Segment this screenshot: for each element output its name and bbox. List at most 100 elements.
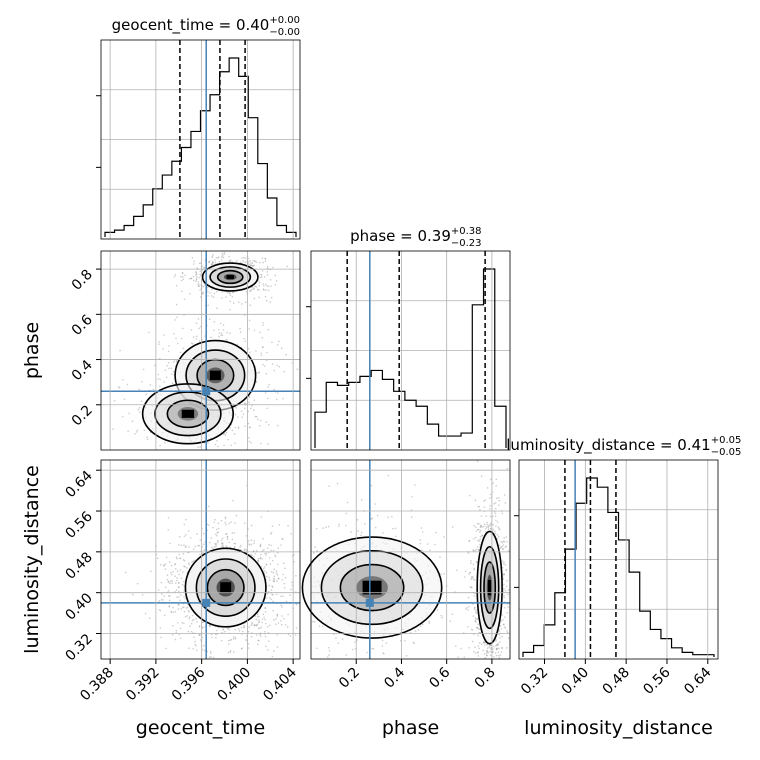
sample-point [265,552,268,555]
sample-point [443,536,445,538]
sample-point [350,531,352,533]
sample-point [421,531,424,533]
sample-point [294,634,297,636]
sample-point [471,629,474,631]
sample-point [128,412,130,415]
sample-point [249,264,252,267]
sample-point [157,589,160,591]
sample-point [391,515,393,518]
sample-point [276,574,279,576]
sample-point [269,563,272,565]
sample-point [506,630,508,632]
sample-point [152,388,155,391]
sample-point [273,578,276,580]
sample-point [263,565,266,568]
x-tick-label: 0.64 [681,664,714,697]
sample-point [478,647,480,650]
sample-point [182,278,185,281]
sample-point [175,582,177,584]
sample-point [191,257,194,259]
sample-point [224,517,227,520]
sample-point [122,378,124,381]
sample-point [506,612,509,614]
sample-point [257,639,260,642]
sample-point [274,283,276,286]
sample-point [228,628,230,631]
sample-point [251,404,253,407]
sample-point [474,619,477,621]
sample-point [142,368,145,371]
sample-point [499,637,501,639]
x-tick-label: 0.48 [600,665,633,698]
sample-point [144,612,147,615]
sample-point [229,332,231,335]
sample-point [198,634,200,636]
sample-point [485,526,488,528]
sample-point [254,552,257,555]
sample-point [473,567,475,570]
sample-point [162,348,165,350]
sample-point [265,645,267,647]
sample-point [245,549,248,551]
sample-point [465,608,467,610]
contour-line [184,547,267,628]
sample-point [271,341,273,344]
sample-point [218,332,221,334]
sample-point [471,640,474,643]
sample-point [470,586,473,589]
sample-point [188,616,191,618]
sample-point [488,497,491,499]
sample-point [483,506,486,509]
sample-point [188,277,191,280]
sample-point [165,586,167,588]
sample-point [489,515,492,518]
sample-point [175,589,178,591]
sample-point [232,637,235,640]
sample-point [293,561,295,563]
sample-point [502,590,505,592]
sample-point [282,573,285,576]
sample-point [253,555,255,558]
sample-point [474,526,477,528]
sample-point [198,340,201,342]
sample-point [176,579,178,582]
sample-point [264,283,267,285]
sample-point [327,525,330,528]
sample-point [234,628,236,631]
sample-point [166,578,169,581]
sample-point [201,292,204,295]
sample-point [498,544,501,547]
sample-point [506,631,509,634]
sample-point [271,363,274,365]
sample-point [225,545,228,547]
sample-point [475,621,477,623]
sample-point [138,388,141,391]
sample-point [218,328,220,331]
sample-point [456,569,458,572]
sample-point [174,568,177,570]
sample-point [218,335,220,338]
sample-point [483,500,485,502]
sample-point [498,527,500,530]
sample-point [499,654,502,656]
sample-point [477,655,480,657]
sample-point [187,609,190,612]
pair-frame [100,250,301,451]
contour-line [479,545,500,630]
sample-point [489,493,492,496]
sample-point [249,304,252,307]
sample-point [260,626,262,628]
sample-point [181,583,184,586]
sample-point [270,589,273,591]
sample-point [160,564,162,566]
sample-point [159,385,161,388]
sample-point [278,365,281,368]
sample-point [192,618,195,621]
sample-point [502,623,505,626]
sample-point [211,288,213,291]
sample-point [266,593,269,595]
sample-point [477,623,479,626]
sample-point [266,575,268,578]
sample-point [257,627,260,630]
sample-point [190,328,193,331]
